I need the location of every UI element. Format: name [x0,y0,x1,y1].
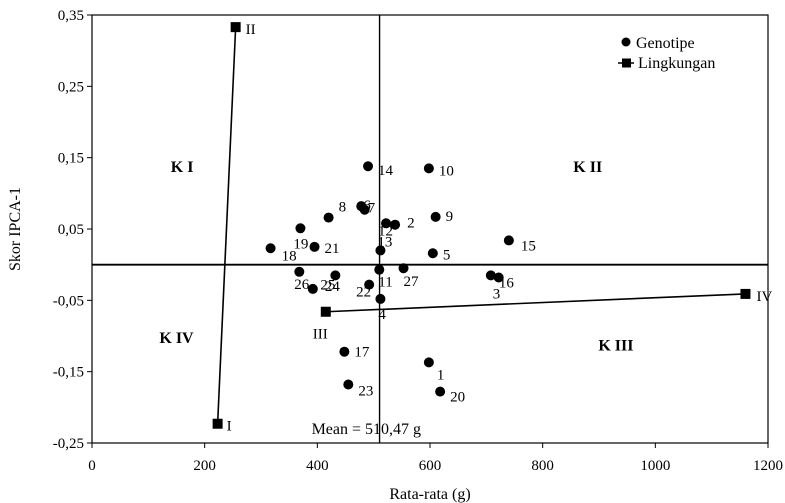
genotype-label-14: 14 [378,163,394,179]
x-tick-label: 1200 [753,458,783,474]
genotype-label-13: 13 [377,234,392,250]
x-tick-label: 600 [419,458,442,474]
x-tick-label: 400 [306,458,329,474]
genotype-point-20 [435,386,446,397]
genotype-point-26 [294,266,305,277]
plot-frame [91,14,769,444]
genotype-label-4: 4 [378,307,386,323]
genotype-point-15 [503,235,514,246]
genotype-label-11: 11 [378,275,392,291]
genotype-label-2: 2 [407,216,415,232]
genotype-point-5 [427,248,438,259]
environment-label-I: I [227,419,232,435]
quadrant-label: K IV [159,330,194,347]
y-tick-label: -0,15 [53,365,84,381]
genotype-label-6: 6 [363,198,371,214]
environment-label-III: III [313,327,328,343]
genotype-point-23 [343,379,354,390]
genotype-label-5: 5 [443,247,451,263]
genotype-label-1: 1 [437,367,445,383]
axis-ticks: 0 200 400 600 800 1000 1200 -0,25 -0,15 -0,05 0,05… [53,8,783,474]
x-tick-label: 0 [88,458,96,474]
quadrant-label: K I [171,159,194,176]
genotype-label-18: 18 [282,248,297,264]
genotype-label-12: 12 [378,223,393,239]
y-tick-label: 0,15 [58,151,84,167]
genotype-point-10 [423,163,434,174]
mean-label: Mean = 510,47 g [312,421,421,438]
genotype-point-19 [295,223,306,234]
genotype-point-12 [381,218,392,229]
genotype-label-9: 9 [446,209,454,225]
y-axis-title: Skor IPCA-1 [7,187,24,271]
genotype-point-25 [330,270,341,281]
genotype-point-11 [374,264,385,275]
genotype-point-4 [375,293,386,304]
genotype-label-19: 19 [293,236,308,252]
environment-point-I [212,418,223,429]
y-tick-label: -0,05 [53,293,84,309]
x-tick-label: 1000 [640,458,670,474]
genotype-label-25: 25 [320,277,335,293]
environment-point-IV [740,288,751,299]
legend-lingkungan-label: Lingkungan [638,55,715,72]
genotype-point-7 [359,204,370,215]
genotype-point-27 [398,263,409,274]
genotype-point-18 [265,243,276,254]
genotype-label-22: 22 [356,285,371,301]
y-tick-label: 0,05 [58,222,84,238]
legend-genotipe-marker [621,37,631,47]
quadrant-label: K II [573,159,602,176]
env-vector-i-ii [216,27,237,424]
plot-border [91,14,769,444]
environment-point-II [230,22,241,33]
quadrant-labels: K I K II K III K IV [159,159,633,354]
legend-genotipe-label: Genotipe [636,35,695,52]
genotype-point-22 [364,279,375,290]
data-points [212,22,751,429]
y-tick-label: -0,25 [53,436,84,452]
genotype-point-16 [485,270,496,281]
x-tick-label: 200 [193,458,216,474]
genotype-label-17: 17 [354,345,370,361]
genotype-label-26: 26 [294,277,310,293]
x-tick-label: 800 [531,458,554,474]
reference-lines [92,15,768,443]
genotype-label-8: 8 [339,200,347,216]
genotype-point-9 [430,211,441,222]
environment-vectors [216,27,746,424]
genotype-label-21: 21 [325,241,340,257]
genotype-point-1 [423,357,434,368]
y-tick-label: 0,35 [58,8,84,24]
point-labels: 1234567891011121314151617181920212223242… [227,22,773,435]
genotype-label-3: 3 [493,287,501,303]
genotype-point-8 [323,212,334,223]
genotype-label-24: 24 [325,279,341,295]
genotype-point-21 [309,241,320,252]
genotype-point-14 [363,161,374,172]
genotype-label-7: 7 [368,201,376,217]
genotype-point-3 [493,272,504,283]
x-axis-title: Rata-rata (g) [389,486,470,503]
genotype-point-24 [307,283,318,294]
environment-label-IV: IV [756,289,772,305]
genotype-point-13 [375,245,386,256]
legend-lingkungan-marker [622,58,631,68]
genotype-label-16: 16 [499,275,514,291]
genotype-point-17 [339,346,350,357]
genotype-label-10: 10 [439,163,454,179]
genotype-label-27: 27 [404,274,420,290]
genotype-label-20: 20 [450,390,465,406]
genotype-label-23: 23 [358,384,373,400]
quadrant-label: K III [598,337,633,354]
env-vector-iii-iv [325,293,746,313]
genotype-label-15: 15 [521,238,536,254]
genotype-point-2 [390,219,401,230]
legend: Genotipe Lingkungan [618,35,715,72]
environment-point-III [320,306,331,317]
environment-label-II: II [246,22,256,38]
y-tick-label: 0,25 [58,79,84,95]
